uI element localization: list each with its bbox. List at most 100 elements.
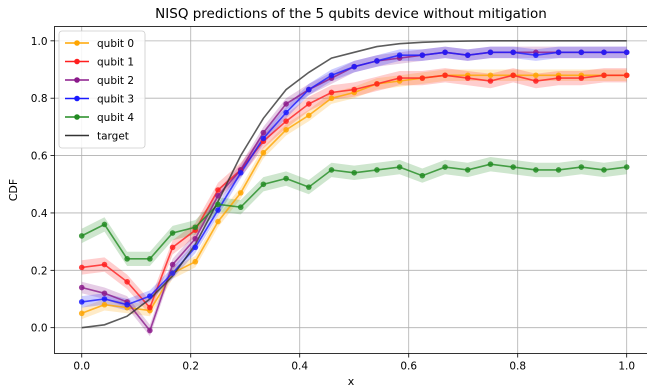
legend-swatch-marker <box>74 96 80 102</box>
qubit-0-point <box>329 95 335 101</box>
qubit-4-point <box>79 233 85 239</box>
qubit-0-point <box>79 311 85 317</box>
qubit-1-point <box>442 72 448 78</box>
x-tick-label: 0.6 <box>400 361 417 373</box>
qubit-4-point <box>465 167 471 173</box>
qubit-4-point <box>510 164 516 170</box>
qubit-4-point <box>329 167 335 173</box>
qubit-3-point <box>261 136 267 142</box>
qubit-1-point <box>374 81 380 87</box>
qubit-1-point <box>170 245 176 251</box>
chart-title: NISQ predictions of the 5 qubits device … <box>155 6 547 22</box>
qubit-3-point <box>624 50 630 56</box>
qubit-1-point <box>147 305 153 311</box>
qubit-0-point <box>102 302 108 308</box>
qubit-0-point <box>192 259 198 265</box>
qubit-4-point <box>374 167 380 173</box>
qubit-1-point <box>102 262 108 268</box>
qubit-4-point <box>397 164 403 170</box>
qubit-1-point <box>601 72 607 78</box>
qubit-4-point <box>306 184 312 190</box>
qubit-3-point <box>283 110 289 116</box>
qubit-4-point <box>579 164 585 170</box>
qubit-4-point <box>601 167 607 173</box>
qubit-4-point <box>556 167 562 173</box>
qubit-3-point <box>238 170 244 176</box>
qubit-1-point <box>465 75 471 81</box>
qubit-1-point <box>351 87 357 93</box>
qubit-3-point <box>533 52 539 58</box>
qubit-4-point <box>420 173 426 179</box>
y-tick-label: 0.2 <box>31 265 48 277</box>
x-tick-label: 0.0 <box>73 361 90 373</box>
qubit-2-point <box>261 130 267 136</box>
legend-label: qubit 1 <box>97 57 134 69</box>
x-tick-label: 1.0 <box>618 361 635 373</box>
x-tick-label: 0.4 <box>291 361 308 373</box>
qubit-4-point <box>147 256 153 262</box>
qubit-0-point <box>238 190 244 196</box>
qubit-4-point <box>215 202 221 208</box>
qubit-4-point <box>261 181 267 187</box>
qubit-4-point <box>170 230 176 236</box>
qubit-1-point <box>329 90 335 96</box>
qubit-0-point <box>533 72 539 78</box>
qubit-2-point <box>147 328 153 334</box>
qubit-4-point <box>102 222 108 228</box>
y-tick-label: 1.0 <box>31 36 48 48</box>
qubit-4-point <box>624 164 630 170</box>
legend-swatch-marker <box>74 40 80 46</box>
legend-label: qubit 3 <box>97 94 134 106</box>
qubit-3-point <box>124 302 130 308</box>
qubit-2-point <box>79 285 85 291</box>
qubit-3-point <box>510 50 516 56</box>
qubit-2-point <box>215 193 221 199</box>
qubit-3-point <box>397 52 403 58</box>
qubit-0-point <box>488 72 494 78</box>
y-tick-label: 0.8 <box>31 93 48 105</box>
legend-swatch-marker <box>74 77 80 83</box>
qubit-3-point <box>420 52 426 58</box>
qubit-1-point <box>624 72 630 78</box>
qubit-2-point <box>102 290 108 296</box>
legend-label: target <box>97 131 129 143</box>
qubit-3-point <box>192 245 198 251</box>
qubit-3-point <box>170 270 176 276</box>
qubit-4-point <box>283 176 289 182</box>
qubit-1-point <box>283 118 289 124</box>
qubit-2-point <box>283 101 289 107</box>
qubit-1-point <box>488 78 494 84</box>
y-tick-label: 0.6 <box>31 151 48 163</box>
qubit-0-point <box>215 219 221 225</box>
qubit-4-point <box>124 256 130 262</box>
legend-label: qubit 4 <box>97 112 134 124</box>
qubit-1-point <box>306 101 312 107</box>
y-tick-label: 0.4 <box>31 208 48 220</box>
qubit-3-point <box>147 293 153 299</box>
x-tick-label: 0.8 <box>509 361 526 373</box>
legend-swatch-marker <box>74 59 80 65</box>
qubit-3-point <box>351 64 357 70</box>
qubit-3-point <box>488 50 494 56</box>
x-axis-label: x <box>348 375 355 387</box>
qubit-2-point <box>170 262 176 268</box>
qubit-4-point <box>488 161 494 167</box>
qubit-3-point <box>556 50 562 56</box>
qubit-3-point <box>465 52 471 58</box>
legend-label: qubit 0 <box>97 38 134 50</box>
qubit-1-point <box>533 78 539 84</box>
qubit-1-point <box>510 72 516 78</box>
qubit-4-point <box>533 167 539 173</box>
x-tick-label: 0.2 <box>182 361 199 373</box>
qubit-0-point <box>306 113 312 119</box>
qubit-1-point <box>556 75 562 81</box>
qubit-3-point <box>601 50 607 56</box>
qubit-3-point <box>102 296 108 302</box>
qubit-1-point <box>79 265 85 271</box>
qubit-1-point <box>579 75 585 81</box>
qubit-3-point <box>215 207 221 213</box>
qubit-4-point <box>192 224 198 230</box>
